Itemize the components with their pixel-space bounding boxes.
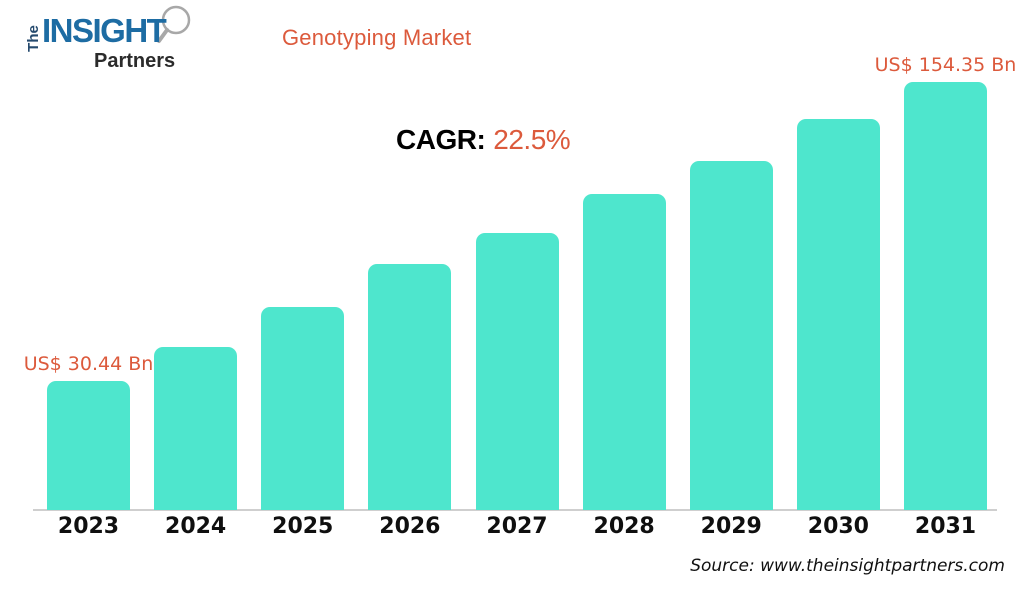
logo-partners-text: Partners <box>94 50 176 72</box>
bar-2030 <box>796 119 880 510</box>
year-label-2025: 2025 <box>272 514 334 539</box>
year-label-2031: 2031 <box>914 514 977 539</box>
bar-2028 <box>582 194 666 510</box>
bar-2026 <box>368 264 452 510</box>
chart-title: Genotyping Market <box>282 25 472 50</box>
year-label-2028: 2028 <box>593 514 655 539</box>
bar-2031 <box>904 82 987 510</box>
cagr-label: CAGR: <box>396 124 486 155</box>
year-label-2023: 2023 <box>57 514 120 539</box>
year-label-2024: 2024 <box>165 514 227 539</box>
source-note: Source: www.theinsightpartners.com <box>690 556 1005 576</box>
insight-partners-logo: The INSIGHT Partners <box>25 5 191 76</box>
bar-2024 <box>154 347 238 510</box>
year-label-2026: 2026 <box>379 514 441 539</box>
logo-insight-text: INSIGHT <box>42 12 167 49</box>
value-label-2031: US$ 154.35 Bn <box>874 54 1017 76</box>
cagr-annotation: CAGR: 22.5% <box>396 124 571 156</box>
magnifier-icon <box>157 5 191 43</box>
bar-2027 <box>475 233 559 510</box>
bar-2029 <box>689 161 773 510</box>
year-label-2029: 2029 <box>700 514 762 539</box>
cagr-value: 22.5% <box>493 124 571 155</box>
value-label-2023: US$ 30.44 Bn <box>23 353 154 375</box>
year-label-2027: 2027 <box>486 514 548 539</box>
year-label-2030: 2030 <box>807 514 869 539</box>
bar-2023 <box>47 381 130 510</box>
x-axis-line <box>33 509 997 511</box>
bar-2025 <box>261 307 345 510</box>
